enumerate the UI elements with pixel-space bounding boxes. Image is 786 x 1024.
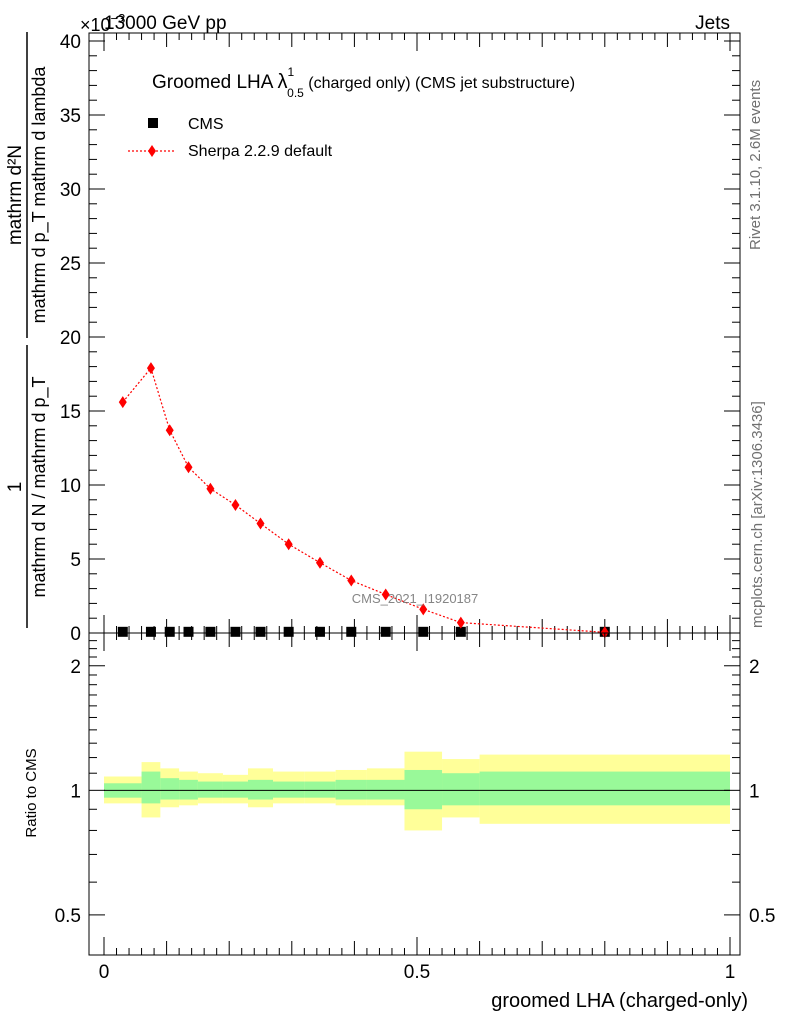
mcplots-label: mcplots.cern.ch [arXiv:1306.3436] xyxy=(749,401,766,628)
legend: CMS Sherpa 2.2.9 default xyxy=(128,116,333,160)
ratio-band-inner xyxy=(141,771,161,804)
x-tick-label: 1 xyxy=(725,962,736,983)
sherpa-point xyxy=(347,574,356,587)
y-tick-label: 10 xyxy=(60,476,81,497)
sherpa-point xyxy=(419,603,428,616)
plot-title: Groomed LHA λ1 0.5 (charged only) (CMS jet… xyxy=(152,65,575,100)
y-tick-label: 35 xyxy=(60,106,81,127)
x-axis-label: groomed LHA (charged-only) xyxy=(491,990,748,1012)
ratio-y-tick-label-right: 2 xyxy=(749,657,760,678)
ratio-band-inner xyxy=(160,778,180,800)
ratio-ylabel: Ratio to CMS xyxy=(23,748,40,837)
cms-point xyxy=(230,626,241,637)
rivet-label: Rivet 3.1.10, 2.6M events xyxy=(747,80,764,250)
cms-point xyxy=(183,626,194,637)
cms-point xyxy=(314,626,325,637)
cms-point xyxy=(346,626,357,637)
y-tick-label: 40 xyxy=(60,32,81,53)
y-tick-label: 0 xyxy=(70,624,81,645)
jets-label: Jets xyxy=(695,13,730,34)
sherpa-point xyxy=(165,424,174,437)
cms-point xyxy=(455,626,466,637)
cms-point xyxy=(255,626,266,637)
legend-sherpa-marker xyxy=(148,145,156,157)
ratio-axes: 0.5 0.5 1 1 2 2 0 0.5 1 xyxy=(55,632,775,983)
svg-text:mathrm d²N: mathrm d²N xyxy=(5,145,26,245)
y-tick-label: 30 xyxy=(60,180,81,201)
legend-cms-label: CMS xyxy=(188,116,224,133)
ratio-y-tick-label: 1 xyxy=(70,781,81,802)
ratio-band-inner xyxy=(442,773,480,806)
ratio-band-inner xyxy=(273,781,305,798)
sherpa-point xyxy=(456,616,465,629)
y-tick-label: 5 xyxy=(70,550,81,571)
ratio-band-inner xyxy=(179,779,198,800)
ratio-y-tick-label-right: 0.5 xyxy=(749,906,775,927)
ratio-bands xyxy=(104,751,730,831)
ratio-y-tick-label: 2 xyxy=(70,657,81,678)
energy-label: 13000 GeV pp xyxy=(104,13,227,34)
cms-point xyxy=(380,626,391,637)
y-tick-label: 25 xyxy=(60,254,81,275)
ratio-plot-frame xyxy=(88,632,741,956)
sherpa-point xyxy=(146,362,155,375)
ratio-band-inner xyxy=(222,781,248,798)
sherpa-point xyxy=(256,517,265,530)
svg-text:1: 1 xyxy=(5,482,26,493)
y-tick-label: 15 xyxy=(60,402,81,423)
ratio-band-inner xyxy=(197,781,223,798)
sherpa-point xyxy=(231,498,240,511)
y-tick-label: 20 xyxy=(60,328,81,349)
sherpa-point xyxy=(284,538,293,551)
legend-sherpa-label: Sherpa 2.2.9 default xyxy=(188,143,333,160)
ratio-y-tick-label: 0.5 xyxy=(55,906,81,927)
main-plot-frame xyxy=(88,32,741,634)
cms-point xyxy=(283,626,294,637)
cms-point xyxy=(145,626,156,637)
ratio-band-inner xyxy=(479,771,730,806)
sherpa-line xyxy=(122,366,605,633)
ratio-y-tick-label-right: 1 xyxy=(749,781,760,802)
x-tick-label: 0 xyxy=(99,962,110,983)
ratio-band-inner xyxy=(404,769,443,810)
svg-text:mathrm d p_T mathrm d lambda: mathrm d p_T mathrm d lambda xyxy=(29,66,50,324)
sherpa-point xyxy=(206,482,215,495)
sherpa-point xyxy=(315,556,324,569)
watermark: CMS_2021_I1920187 xyxy=(352,591,479,606)
legend-cms-marker xyxy=(148,118,158,128)
ratio-band-inner xyxy=(304,781,336,798)
svg-text:mathrm d N / mathrm d p_T: mathrm d N / mathrm d p_T xyxy=(29,376,50,597)
exponent-label: ×10−3 xyxy=(80,11,125,35)
x-tick-label: 0.5 xyxy=(404,962,430,983)
cms-point xyxy=(117,626,128,637)
cms-point xyxy=(164,626,175,637)
y-axis-label: 1 mathrm d N / mathrm d p_T mathrm d²N m… xyxy=(5,32,50,628)
cms-point xyxy=(418,626,429,637)
ratio-band-inner xyxy=(335,779,367,800)
sherpa-point xyxy=(184,461,193,474)
main-axes: 0 5 10 15 20 25 30 35 40 xyxy=(60,32,740,645)
sherpa-point xyxy=(118,396,127,409)
sherpa-point xyxy=(600,626,609,639)
sherpa-point xyxy=(381,588,390,601)
ratio-band-inner xyxy=(366,779,405,800)
main-data xyxy=(117,362,610,639)
cms-point xyxy=(205,626,216,637)
ratio-band-inner xyxy=(247,779,274,800)
